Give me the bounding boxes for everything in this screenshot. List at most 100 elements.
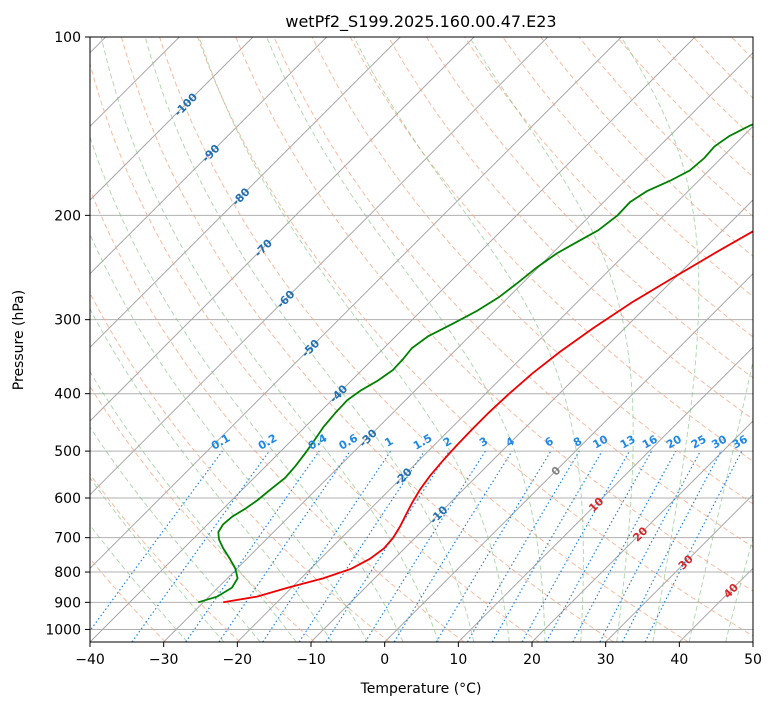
- mixing-ratio-line: [131, 450, 270, 642]
- plot-frame: [89, 36, 754, 643]
- y-tick-label: 500: [54, 444, 81, 460]
- line-labels: 0.1 0.2 0.4 0.6 1 1.5 2 3 4 6 8 10 13 16 20 25 30 36-100-…: [172, 90, 751, 601]
- dry-adiabat: [273, 37, 753, 548]
- moist-adiabat: [90, 232, 369, 642]
- moist-adiabat: [198, 37, 510, 642]
- moist-adiabat: [90, 135, 404, 642]
- moist-adiabat: [266, 37, 546, 642]
- isotherm-label: -30: [357, 426, 380, 449]
- isotherm-label: -100: [172, 90, 201, 119]
- moist-adiabat: [620, 37, 700, 642]
- y-tick-label: 300: [54, 313, 81, 329]
- mixing-ratio-line: [621, 450, 722, 642]
- y-tick-label: 900: [54, 595, 81, 611]
- series-layer: [197, 123, 753, 604]
- isotherm-line: [90, 37, 549, 496]
- y-tick-label: 600: [54, 491, 81, 507]
- chart-title: wetPf2_S199.2025.160.00.47.E23: [285, 12, 556, 32]
- isotherm-line: [163, 51, 753, 642]
- dry-adiabat: [425, 37, 753, 379]
- moist-adiabat: [353, 37, 584, 642]
- y-tick-label: 700: [54, 531, 81, 547]
- moist-adiabat: [90, 426, 261, 642]
- y-ticks: 100 200 300 400 500 600 700 800 900 1000: [45, 30, 90, 638]
- x-tick-label: −10: [296, 652, 326, 668]
- x-tick-label: 0: [380, 652, 389, 668]
- y-tick-label: 1000: [45, 622, 81, 638]
- mixing-ratio-label: 0.2: [256, 432, 279, 453]
- y-tick-label: 100: [54, 30, 81, 46]
- mixing-ratio-label: 8: [571, 435, 584, 450]
- mixing-ratio-label: 13: [618, 433, 638, 452]
- mixing-ratio-label: 10: [590, 432, 610, 451]
- moist-adiabat: [688, 358, 753, 642]
- dry-adiabat: [692, 37, 753, 99]
- dry-adiabat: [90, 292, 390, 642]
- isotherm-line: [90, 37, 475, 422]
- plot-area: 0.1 0.2 0.4 0.6 1 1.5 2 3 4 6 8 10 13 16 20 25 30 36-100-…: [90, 37, 775, 642]
- dry-adiabat: [159, 37, 689, 642]
- mixing-ratio-label: 36: [730, 432, 750, 451]
- moist-adiabat: [469, 37, 634, 642]
- dry-adiabat: [90, 188, 465, 642]
- moist-adiabat: [90, 476, 225, 642]
- mixing-ratio-line: [185, 450, 320, 642]
- mixing-ratio-line: [364, 450, 486, 642]
- mixing-ratio-line: [262, 450, 392, 642]
- x-axis-label: Temperature (°C): [360, 681, 482, 697]
- isotherm-label: -80: [229, 185, 252, 208]
- isotherm-line: [605, 493, 753, 642]
- mixing-ratio-line: [218, 450, 351, 642]
- mixing-ratio-label: 1: [382, 435, 395, 450]
- mixing-ratio-line: [325, 450, 450, 642]
- moist-adiabat: [725, 536, 753, 642]
- isotherm-label: -50: [299, 337, 322, 360]
- y-axis-label: Pressure (hPa): [11, 290, 27, 390]
- moist-adiabat: [90, 370, 297, 642]
- x-tick-label: 30: [597, 652, 615, 668]
- mixing-ratio-line: [435, 450, 552, 642]
- moist-adiabat: [90, 308, 333, 642]
- dry-adiabat: [464, 37, 753, 338]
- dry-adiabat: [90, 473, 241, 642]
- mixing-ratio-label: 6: [543, 434, 556, 449]
- y-tick-label: 200: [54, 208, 81, 224]
- mixing-ratio-label: 1.5: [411, 432, 434, 453]
- mixing-ratio-line: [644, 450, 743, 642]
- dry-adiabat: [770, 37, 775, 642]
- isotherm-line: [678, 567, 753, 642]
- dry-adiabat: [90, 557, 166, 642]
- mixing-ratio-line: [572, 450, 677, 642]
- dry-adiabat: [197, 37, 753, 637]
- moist-label: 0: [549, 464, 564, 479]
- x-tick-label: −20: [223, 652, 253, 668]
- mixing-ratio-label: 25: [689, 433, 709, 452]
- isotherm-line: [90, 37, 254, 201]
- y-tick-label: 400: [54, 387, 81, 403]
- moist-adiabat: [144, 37, 475, 642]
- x-tick-label: 50: [744, 652, 762, 668]
- mixing-ratio-label: 2: [441, 435, 454, 450]
- x-tick-label: 20: [523, 652, 541, 668]
- x-ticks: −40 −30 −20 −10 0 10 20 30 40 50: [75, 642, 762, 668]
- isotherm-line: [90, 37, 401, 349]
- mixing-ratio-label: 3: [477, 435, 490, 450]
- isotherm-line: [310, 199, 753, 642]
- dewpoint-line: [197, 123, 753, 604]
- isotherm-line: [90, 37, 328, 275]
- isotherm-line: [236, 125, 753, 642]
- dry-adiabat: [654, 37, 753, 139]
- isotherm-line: [752, 641, 753, 642]
- mixing-ratio-line: [545, 450, 653, 642]
- dry-adiabat: [387, 37, 753, 420]
- mixing-ratio-line: [521, 450, 631, 642]
- moist-label: 30: [676, 552, 696, 572]
- mixing-ratio-line: [393, 450, 513, 642]
- y-tick-label: 800: [54, 565, 81, 581]
- dry-adiabat: [349, 37, 753, 462]
- mixing-ratio-label: 20: [664, 432, 684, 451]
- isotherm-line: [90, 37, 622, 570]
- mixing-ratio-line: [298, 450, 425, 642]
- isotherm-line: [457, 346, 753, 642]
- x-tick-label: −30: [149, 652, 179, 668]
